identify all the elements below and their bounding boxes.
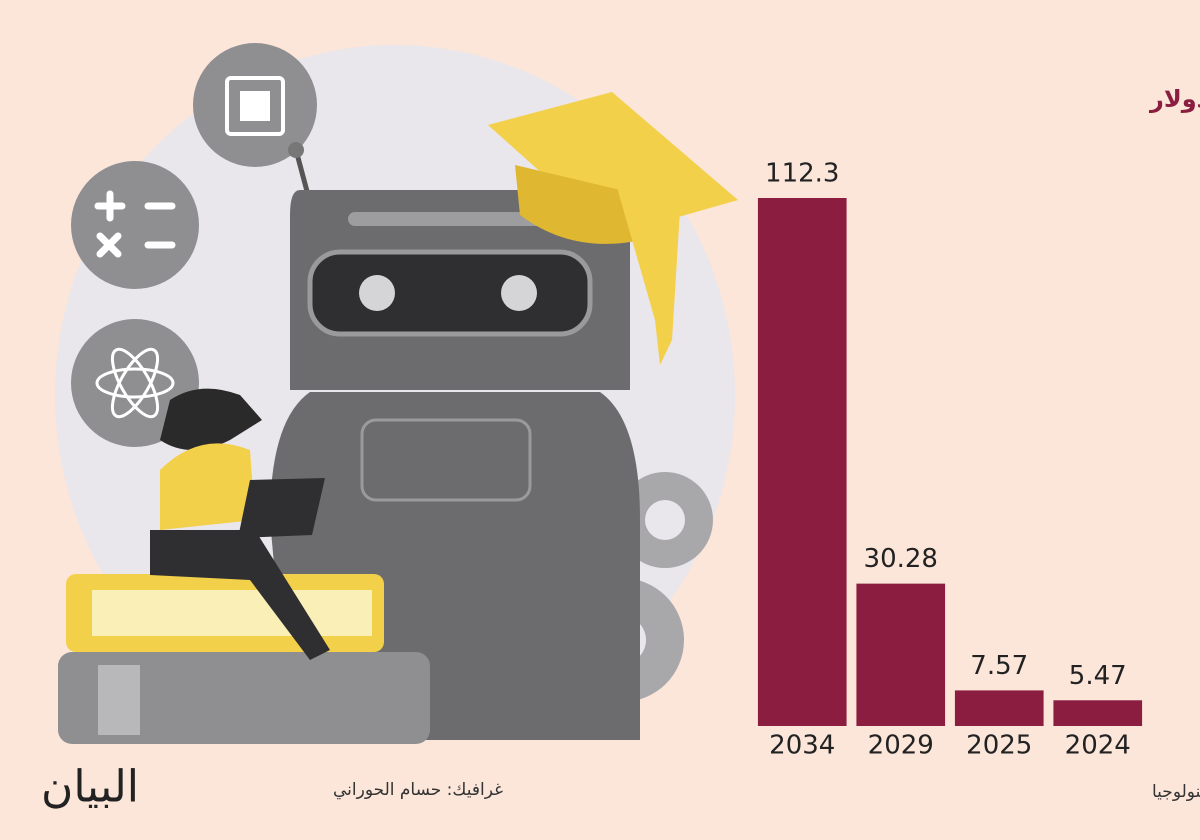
robot-panel — [360, 418, 532, 502]
x-tick-label: 2029 — [868, 731, 934, 761]
grad-tassel — [612, 170, 680, 365]
value-label: 7.57 — [970, 651, 1028, 681]
chip-core — [240, 91, 270, 121]
grad-cap — [488, 92, 738, 236]
book-spine — [98, 665, 140, 735]
antenna-tip — [288, 142, 304, 158]
x-tick-label: 2024 — [1065, 731, 1131, 761]
bar — [1053, 700, 1143, 726]
robot-visor — [307, 249, 593, 337]
backdrop-mask — [0, 740, 760, 840]
value-label: 30.28 — [864, 544, 938, 574]
unit-label: بالمليار دولار — [1149, 85, 1200, 113]
robot-eye — [359, 275, 395, 311]
math-icon — [71, 161, 199, 289]
atom — [95, 347, 175, 419]
book-pages — [92, 590, 372, 636]
logo: البيان — [41, 762, 139, 813]
robot-brow — [348, 212, 548, 226]
woman-hair — [160, 388, 262, 450]
math-symbols — [94, 190, 176, 258]
bar — [757, 198, 847, 726]
bar-chart: 112.3 2034 30.28 2029 7.57 2025 5.47 2024 — [757, 159, 1143, 761]
chip — [225, 76, 285, 136]
laptop — [238, 478, 325, 538]
robot-eye — [501, 275, 537, 311]
woman-legs — [150, 530, 330, 660]
x-tick-label: 2025 — [966, 731, 1032, 761]
value-label: 112.3 — [765, 159, 839, 189]
book-gray — [58, 652, 430, 744]
x-tick-label: 2034 — [769, 731, 835, 761]
value-label: 5.47 — [1069, 661, 1127, 691]
bar — [856, 583, 946, 726]
woman-shirt — [160, 443, 255, 530]
credit: غرافيك: حسام الحوراني — [333, 780, 503, 800]
bar — [954, 690, 1044, 726]
source: المصدر: المنتدى الاقتصادي العالمي 2025، … — [1152, 780, 1200, 802]
grad-cap-base — [515, 165, 662, 244]
illustration — [0, 43, 760, 840]
